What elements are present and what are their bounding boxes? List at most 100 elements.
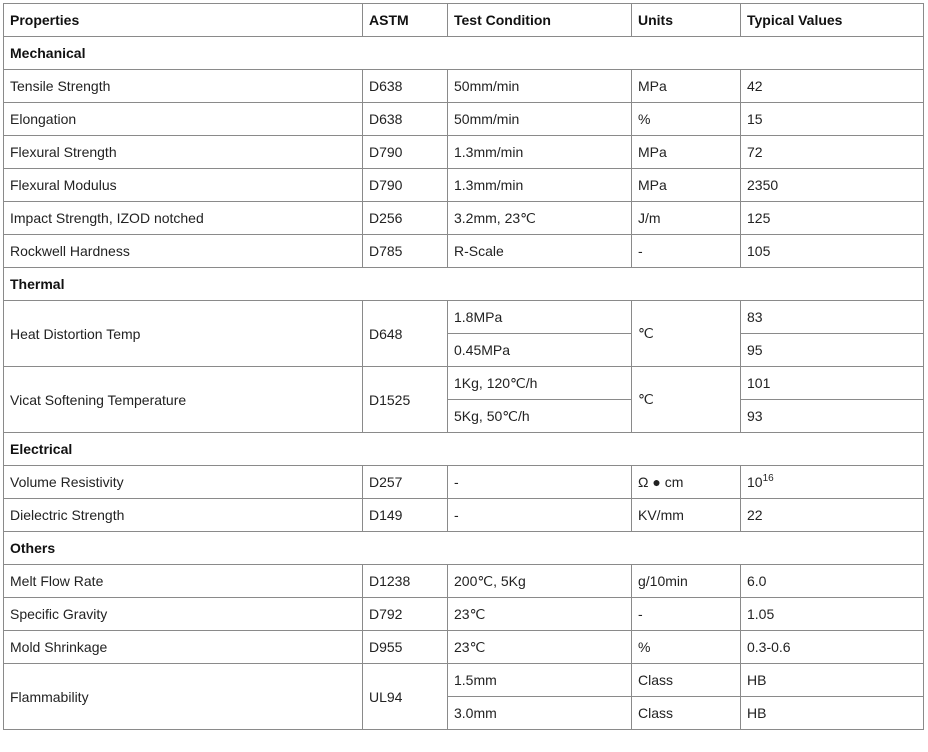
units-cell: % [631, 630, 741, 664]
condition-cell: 3.0mm [447, 696, 632, 730]
astm-cell: D955 [362, 630, 448, 664]
table-row: 0.45MPa 95 [4, 333, 924, 367]
units-cell: % [631, 102, 741, 136]
section-row: Mechanical [3, 36, 924, 70]
header-row: Properties ASTM Test Condition Units Typ… [3, 3, 924, 37]
section-title: Others [3, 531, 924, 565]
condition-cell: 200℃, 5Kg [447, 564, 632, 598]
condition-cell: 5Kg, 50℃/h [447, 399, 632, 433]
value-text: 2350 [747, 177, 779, 193]
property-cell: Rockwell Hardness [3, 234, 363, 268]
astm-cell: D790 [362, 135, 448, 169]
value-text: 0.3-0.6 [747, 639, 791, 655]
value-text: 10 [747, 474, 763, 490]
value-cell: 15 [740, 102, 924, 136]
table-row: Flexural Modulus D790 1.3mm/min MPa 2350 [3, 168, 924, 202]
astm-cell: D1238 [362, 564, 448, 598]
value-text: 95 [747, 342, 763, 358]
value-cell: 6.0 [740, 564, 924, 598]
table-row: Elongation D638 50mm/min% 15 [3, 102, 924, 136]
table-row: Flexural Strength D790 1.3mm/min MPa 72 [3, 135, 924, 169]
astm-cell: D648 [362, 300, 448, 367]
table-row: Rockwell Hardness D785 R-Scale -105 [3, 234, 924, 268]
condition-cell: 1.8MPa [447, 300, 632, 334]
property-cell: Melt Flow Rate [3, 564, 363, 598]
astm-cell: D790 [362, 168, 448, 202]
units-cell: ℃ [631, 366, 741, 433]
value-cell: 105 [740, 234, 924, 268]
condition-cell: 50mm/min [447, 102, 632, 136]
value-text: 22 [747, 507, 763, 523]
astm-cell: D792 [362, 597, 448, 631]
astm-cell: D785 [362, 234, 448, 268]
property-cell: Mold Shrinkage [3, 630, 363, 664]
property-cell: Vicat Softening Temperature [3, 366, 363, 433]
value-text: 1.05 [747, 606, 775, 622]
units-cell: MPa [631, 135, 741, 169]
section-title: Mechanical [3, 36, 924, 70]
value-text: 72 [747, 144, 763, 160]
value-text: 83 [747, 309, 763, 325]
table-row: Impact Strength, IZOD notched D256 3.2mm, … [3, 201, 924, 235]
table-row: Volume Resistivity D257- Ω ● cm 1016 [3, 465, 924, 499]
units-cell: KV/mm [631, 498, 741, 532]
units-cell: Class [631, 696, 741, 730]
condition-cell: 1Kg, 120℃/h [447, 366, 632, 400]
table-row: Flammability UL94 1.5mm Class HB [3, 663, 924, 730]
value-cell: 2350 [740, 168, 924, 202]
value-cell: 125 [740, 201, 924, 235]
property-cell: Dielectric Strength [3, 498, 363, 532]
condition-cell: 1.5mm [447, 663, 632, 697]
property-cell: Flexural Modulus [3, 168, 363, 202]
condition-cell: 1.3mm/min [447, 135, 632, 169]
value-cell: 95 [740, 333, 924, 367]
value-cell: 101 [740, 366, 924, 400]
units-cell: - [631, 597, 741, 631]
value-text: 6.0 [747, 573, 767, 589]
section-row: Others [3, 531, 924, 565]
header-test-condition: Test Condition [447, 3, 632, 37]
table-row: Melt Flow Rate D1238 200℃, 5Kg g/10min 6.0 [3, 564, 924, 598]
condition-cell: R-Scale [447, 234, 632, 268]
value-cell: 42 [740, 69, 924, 103]
units-cell: Class [631, 663, 741, 697]
section-title: Thermal [3, 267, 924, 301]
value-cell: 72 [740, 135, 924, 169]
value-cell: HB [740, 696, 924, 730]
astm-cell: D257 [362, 465, 448, 499]
units-cell: Ω ● cm [631, 465, 741, 499]
value-text: 15 [747, 111, 763, 127]
table-row: 5Kg, 50℃/h 93 [4, 399, 924, 433]
units-cell: J/m [631, 201, 741, 235]
table-row: Dielectric Strength D149- KV/mm 22 [3, 498, 924, 532]
table-row: 3.0mm Class HB [4, 696, 924, 730]
value-cell: 1.05 [740, 597, 924, 631]
condition-cell: - [447, 498, 632, 532]
property-cell: Flammability [3, 663, 363, 730]
condition-cell: 0.45MPa [447, 333, 632, 367]
astm-cell: D638 [362, 69, 448, 103]
property-cell: Elongation [3, 102, 363, 136]
value-text: 105 [747, 243, 771, 259]
property-cell: Tensile Strength [3, 69, 363, 103]
value-cell: 0.3-0.6 [740, 630, 924, 664]
condition-cell: 3.2mm, 23℃ [447, 201, 632, 235]
condition-cell: 23℃ [447, 597, 632, 631]
property-cell: Specific Gravity [3, 597, 363, 631]
header-astm: ASTM [362, 3, 448, 37]
value-text: 101 [747, 375, 771, 391]
value-text: 42 [747, 78, 763, 94]
units-cell: - [631, 234, 741, 268]
section-title: Electrical [3, 432, 924, 466]
value-text: HB [747, 705, 767, 721]
condition-cell: 1.3mm/min [447, 168, 632, 202]
header-units: Units [631, 3, 741, 37]
astm-cell: UL94 [362, 663, 448, 730]
value-cell: HB [740, 663, 924, 697]
value-exponent: 16 [762, 473, 774, 484]
properties-table: Properties ASTM Test Condition Units Typ… [3, 3, 924, 730]
table-row: Tensile Strength D638 50mm/min MPa 42 [3, 69, 924, 103]
property-cell: Impact Strength, IZOD notched [3, 201, 363, 235]
table-row: Heat Distortion Temp D648 1.8MPa ℃ 83 [3, 300, 924, 367]
condition-cell: 23℃ [447, 630, 632, 664]
